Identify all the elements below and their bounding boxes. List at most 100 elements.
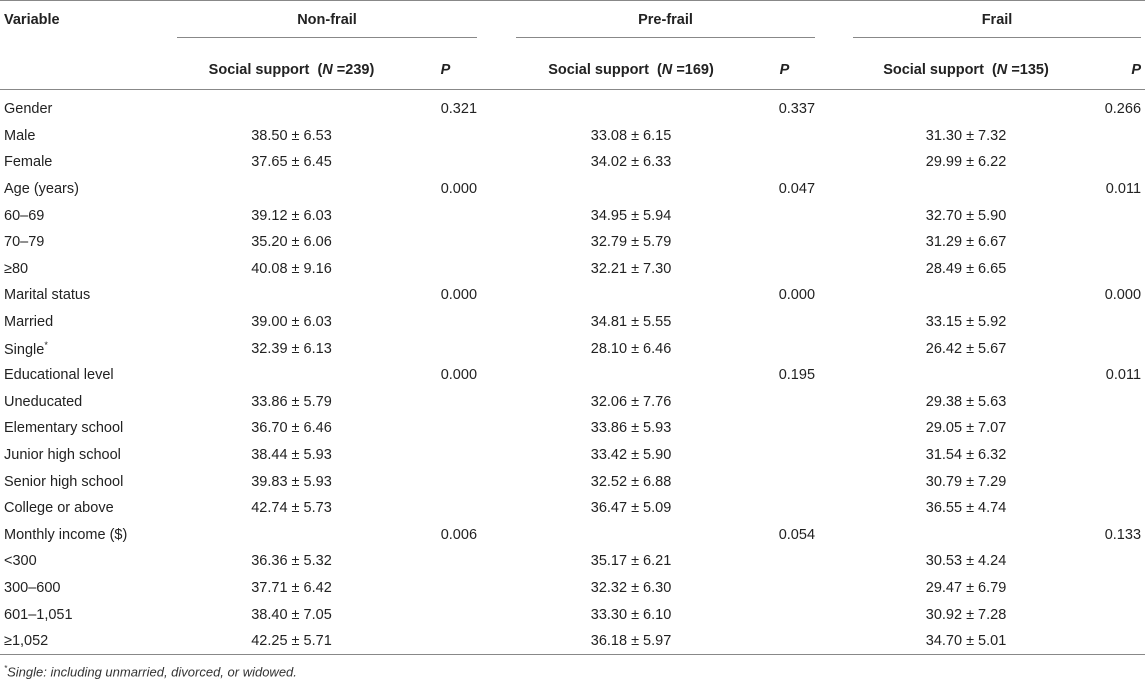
p-value — [750, 389, 819, 416]
social-support-value: 28.10 ± 6.46 — [590, 340, 672, 357]
social-support-value — [173, 282, 410, 309]
row-label: 70–79 — [0, 229, 173, 256]
social-support-value: 36.36 ± 5.32 — [251, 553, 332, 570]
table-row: Educational level 0.000 0.195 0.011 — [0, 362, 1145, 389]
p-value: 0.195 — [778, 367, 816, 384]
social-support-value — [173, 90, 410, 123]
row-label-text: Senior high school — [4, 473, 124, 490]
p-value: 0.321 — [440, 101, 478, 118]
p-value — [1083, 627, 1145, 656]
social-support-value: 42.25 ± 5.71 — [173, 627, 410, 656]
social-support-value: 36.55 ± 4.74 — [925, 500, 1007, 517]
table-row: Senior high school 39.83 ± 5.93 32.52 ± 6.… — [0, 468, 1145, 495]
social-support-value: 33.08 ± 6.15 — [590, 127, 672, 144]
social-support-value: 33.15 ± 5.92 — [925, 314, 1007, 331]
p-value: 0.000 — [440, 367, 478, 384]
p-value — [750, 335, 819, 362]
row-label: ≥1,052 — [0, 627, 173, 656]
social-support-value: 32.39 ± 6.13 — [251, 340, 332, 357]
table-row: 70–79 35.20 ± 6.06 32.79 ± 5.79 31.29 ± 6.6… — [0, 229, 1145, 256]
row-label: Senior high school — [0, 468, 173, 495]
p-value — [750, 123, 819, 150]
table-row: Marital status 0.000 0.000 0.000 — [0, 282, 1145, 309]
group-name: Pre-frail — [516, 12, 816, 38]
table-row: Uneducated 33.86 ± 5.79 32.06 ± 7.76 29.38 … — [0, 389, 1145, 416]
table-row: Junior high school 38.44 ± 5.93 33.42 ± 5.… — [0, 442, 1145, 469]
p-value — [750, 442, 819, 469]
p-value: 0.011 — [1105, 181, 1142, 198]
table-row: ≥80 40.08 ± 9.16 32.21 ± 7.30 28.49 ± 6.65 — [0, 256, 1145, 283]
row-label-text: Single — [4, 341, 45, 358]
social-support-value: 35.20 ± 6.06 — [251, 234, 332, 251]
social-support-value — [849, 90, 1083, 123]
social-support-value: 36.70 ± 6.46 — [251, 420, 332, 437]
social-support-value: 26.42 ± 5.67 — [925, 340, 1007, 357]
table-row: ≥1,052 42.25 ± 5.71 36.18 ± 5.97 34.70 ± 5.… — [0, 627, 1145, 656]
social-support-value — [512, 282, 750, 309]
row-label-text: 601–1,051 — [4, 606, 73, 623]
row-label-text: Married — [4, 314, 54, 331]
row-label: Elementary school — [0, 415, 173, 442]
table-row: 601–1,051 38.40 ± 7.05 33.30 ± 6.10 30.92 ±… — [0, 601, 1145, 628]
social-support-value: 29.47 ± 6.79 — [925, 579, 1007, 596]
p-value: 0.337 — [778, 101, 816, 118]
p-value — [410, 548, 481, 575]
p-header: P — [1083, 51, 1145, 90]
row-label-text: 60–69 — [4, 207, 45, 224]
social-support-value: 37.71 ± 6.42 — [251, 579, 332, 596]
p-value — [1083, 149, 1145, 176]
p-value: 0.266 — [1104, 101, 1142, 118]
p-value — [410, 442, 481, 469]
p-value — [1083, 335, 1145, 362]
p-value — [1083, 548, 1145, 575]
group-header-non-frail: Non-frail — [173, 0, 482, 51]
social-support-value: 33.86 ± 5.93 — [590, 420, 672, 437]
row-label-text: Male — [4, 127, 36, 144]
footnote-text: Single: including unmarried, divorced, o… — [7, 664, 297, 680]
row-label: 300–600 — [0, 575, 173, 602]
table-row: Male 38.50 ± 6.53 33.08 ± 6.15 31.30 ± 7.32 — [0, 123, 1145, 150]
social-support-header: Social support (N =169) — [512, 51, 751, 90]
table-row: College or above 42.74 ± 5.73 36.47 ± 5.09… — [0, 495, 1145, 522]
row-label-text: Monthly income ($) — [4, 526, 128, 543]
p-value: 0.054 — [778, 526, 816, 543]
p-header: P — [750, 51, 820, 90]
social-support-value: 32.32 ± 6.30 — [590, 579, 672, 596]
p-value — [410, 202, 481, 229]
row-label: Monthly income ($) — [0, 522, 173, 549]
social-support-value: 34.95 ± 5.94 — [590, 207, 672, 224]
social-support-value — [173, 362, 410, 389]
row-label-text: Marital status — [4, 287, 91, 304]
p-value — [410, 627, 482, 656]
p-value — [750, 202, 819, 229]
social-support-value — [849, 362, 1083, 389]
table-row: 300–600 37.71 ± 6.42 32.32 ± 6.30 29.47 ± 6… — [0, 575, 1145, 602]
social-support-value: 35.17 ± 6.21 — [590, 553, 672, 570]
row-label-text: Age (years) — [4, 181, 79, 198]
p-value — [410, 468, 481, 495]
p-value — [410, 309, 481, 336]
p-header: P — [410, 51, 482, 90]
social-support-value: 39.12 ± 6.03 — [251, 207, 332, 224]
p-value — [750, 548, 819, 575]
social-support-value: 32.52 ± 6.88 — [590, 473, 672, 490]
row-label-text: Female — [4, 154, 53, 171]
p-value — [1083, 601, 1145, 628]
row-label-text: Junior high school — [4, 447, 121, 464]
p-value: 0.011 — [1105, 367, 1142, 384]
footnote-marker: * — [4, 664, 8, 673]
p-value — [410, 389, 481, 416]
p-value: 0.000 — [778, 287, 816, 304]
group-name: Non-frail — [177, 12, 478, 38]
row-label: Female — [0, 149, 173, 176]
social-support-value: 30.79 ± 7.29 — [925, 473, 1007, 490]
social-support-value: 30.53 ± 4.24 — [925, 553, 1007, 570]
social-support-value — [849, 176, 1083, 203]
table-row: Married 39.00 ± 6.03 34.81 ± 5.55 33.15 ± 5… — [0, 309, 1145, 336]
p-value — [1083, 123, 1145, 150]
table-row: 60–69 39.12 ± 6.03 34.95 ± 5.94 32.70 ± 5.9… — [0, 202, 1145, 229]
data-table: Variable Non-frail Pre-frail Frail Socia… — [0, 0, 1145, 656]
group-name: Frail — [853, 12, 1142, 38]
table-row: Gender 0.321 0.337 0.266 — [0, 90, 1145, 123]
social-support-value — [512, 176, 750, 203]
